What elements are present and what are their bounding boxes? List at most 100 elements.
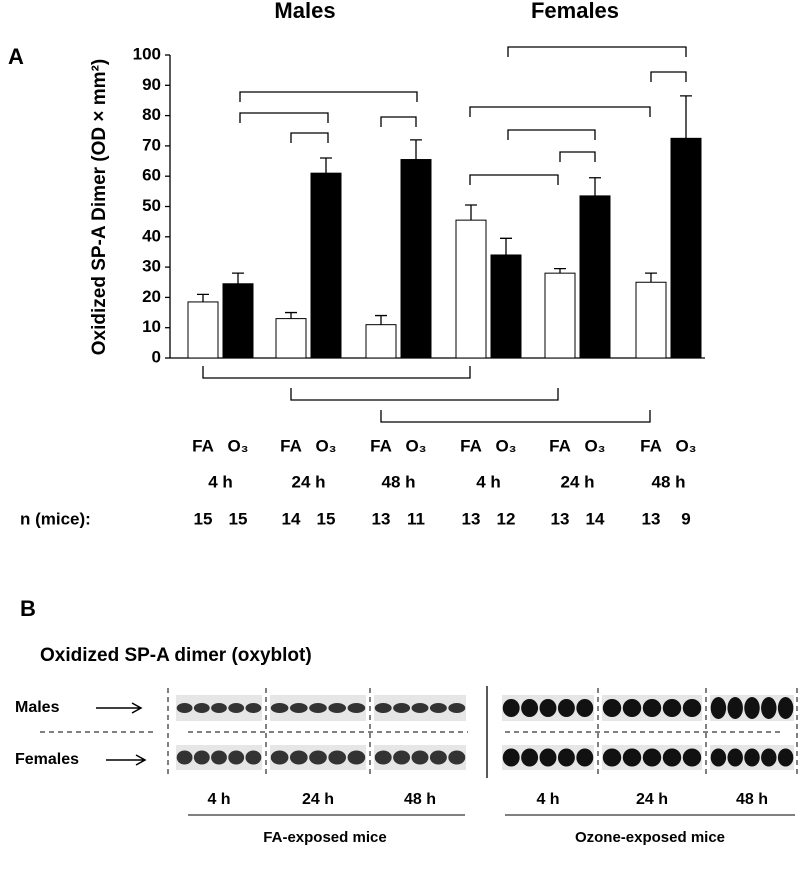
blot-band <box>761 697 777 719</box>
time-label: 24 h <box>636 791 668 808</box>
blot-band <box>576 699 594 717</box>
blot-band <box>176 703 193 713</box>
error-bar <box>232 272 244 284</box>
blot-band <box>176 750 193 765</box>
blot-band <box>448 750 466 765</box>
error-bar <box>197 293 209 302</box>
blot-band <box>270 703 289 713</box>
x-tick-label: O₃ <box>584 436 605 455</box>
blot-band <box>289 750 308 765</box>
error-bar <box>285 311 297 319</box>
blot-band <box>347 703 366 713</box>
blot-band <box>557 699 575 717</box>
error-bar <box>645 272 657 283</box>
y-tick-label: 90 <box>142 75 161 94</box>
bar <box>310 172 342 359</box>
blot-band <box>193 703 210 713</box>
bar <box>579 195 611 359</box>
time-label: 4 h <box>476 472 501 491</box>
blot-band <box>602 748 622 767</box>
n-value: 13 <box>372 509 391 528</box>
n-value: 12 <box>497 509 516 528</box>
group-label: Females <box>531 0 619 23</box>
blot-band <box>710 697 727 719</box>
blot-band <box>710 748 727 767</box>
blot-band <box>328 750 347 765</box>
blot-band <box>393 750 411 765</box>
blot-band <box>211 703 227 713</box>
x-tick-label: FA <box>549 436 571 455</box>
x-tick-label: FA <box>370 436 392 455</box>
bar <box>400 159 432 359</box>
y-tick-label: 80 <box>142 105 161 124</box>
blot-band <box>539 748 557 767</box>
y-tick-label: 10 <box>142 317 161 336</box>
x-tick-label: O₃ <box>495 436 516 455</box>
n-value: 9 <box>681 509 690 528</box>
blot-band <box>727 748 743 767</box>
blot-band <box>642 748 662 767</box>
time-label: 24 h <box>560 472 594 491</box>
time-label: 48 h <box>381 472 415 491</box>
time-label: 4 h <box>536 791 559 808</box>
row-label: Females <box>15 751 79 768</box>
y-tick-label: 30 <box>142 257 161 276</box>
x-tick-label: O₃ <box>315 436 336 455</box>
panel-caption: FA-exposed mice <box>263 829 386 846</box>
blot-band <box>521 699 539 717</box>
blot-band <box>211 750 227 765</box>
blot-band <box>777 697 794 719</box>
blot-band <box>347 750 366 765</box>
significance-brackets <box>202 46 687 423</box>
blot-band <box>744 748 760 767</box>
blot-band <box>411 703 429 713</box>
blot-band <box>602 699 622 717</box>
blot-band <box>662 748 682 767</box>
blot-band <box>448 703 466 713</box>
y-tick-label: 0 <box>152 347 161 366</box>
blot-band <box>228 750 245 765</box>
blot-band <box>309 750 327 765</box>
blot-band <box>429 750 447 765</box>
x-tick-label: FA <box>192 436 214 455</box>
blot-band <box>761 748 777 767</box>
n-value: 13 <box>551 509 570 528</box>
n-value: 11 <box>407 509 425 528</box>
x-tick-label: FA <box>640 436 662 455</box>
blot-band <box>502 699 520 717</box>
blot-band <box>622 748 642 767</box>
blot-band <box>557 748 575 767</box>
blot-band <box>393 703 411 713</box>
y-tick-label: 70 <box>142 135 161 154</box>
blot-band <box>727 697 743 719</box>
time-label: 24 h <box>302 791 334 808</box>
n-value: 15 <box>229 509 248 528</box>
error-bar <box>375 314 387 325</box>
panel-label: B <box>20 596 36 621</box>
blot-band <box>662 699 682 717</box>
blot-band <box>245 750 262 765</box>
blot-band <box>576 748 594 767</box>
blot-band <box>429 703 447 713</box>
time-label: 4 h <box>207 791 230 808</box>
time-label: 4 h <box>208 472 233 491</box>
y-tick-label: 40 <box>142 226 161 245</box>
blot-band <box>228 703 245 713</box>
blot-band <box>374 750 392 765</box>
error-bar <box>500 237 512 255</box>
time-label: 24 h <box>291 472 325 491</box>
blot-band <box>682 699 702 717</box>
y-tick-label: 100 <box>133 44 161 63</box>
bar <box>490 254 522 359</box>
time-label: 48 h <box>404 791 436 808</box>
group-label: Males <box>274 0 335 23</box>
x-tick-label: FA <box>280 436 302 455</box>
x-tick-label: O₃ <box>675 436 696 455</box>
blot-band <box>502 748 520 767</box>
blot-band <box>744 697 760 719</box>
panel-label: A <box>8 44 24 69</box>
x-tick-label: FA <box>460 436 482 455</box>
n-value: 15 <box>317 509 336 528</box>
y-tick-label: 50 <box>142 196 161 215</box>
n-value: 13 <box>462 509 481 528</box>
